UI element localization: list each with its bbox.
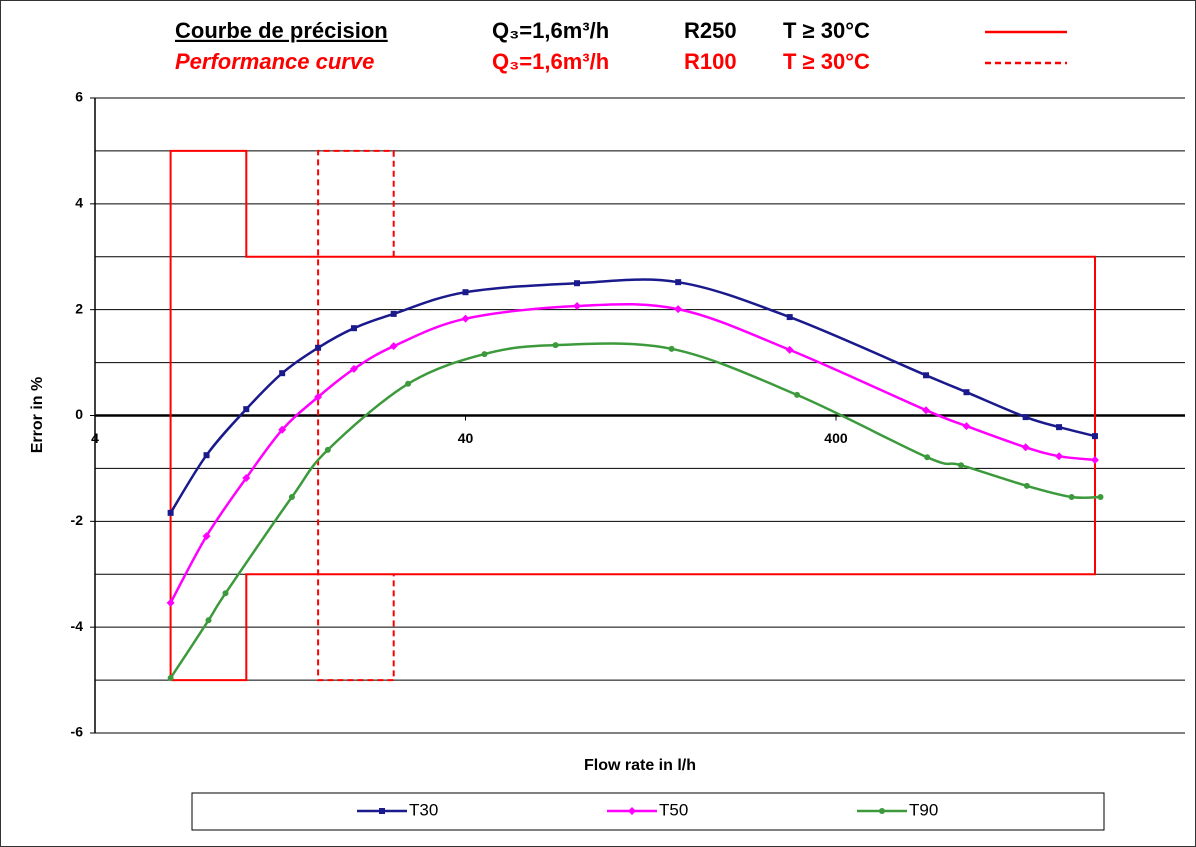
point xyxy=(203,452,210,459)
point xyxy=(628,807,636,815)
point xyxy=(552,342,559,349)
legend-label: T90 xyxy=(909,800,938,819)
point xyxy=(379,808,385,814)
point xyxy=(1021,443,1030,452)
x-tick-label: 4 xyxy=(91,430,99,446)
point xyxy=(314,392,323,401)
header-title: Courbe de précision xyxy=(175,18,388,43)
header-flow: Q₃=1,6m³/h xyxy=(492,18,609,43)
y-tick-label: 0 xyxy=(75,406,83,422)
point xyxy=(350,325,357,332)
point xyxy=(962,422,971,431)
point xyxy=(324,446,331,453)
point xyxy=(786,314,793,321)
point xyxy=(1022,414,1029,421)
point xyxy=(1023,482,1030,489)
point xyxy=(167,509,174,516)
point xyxy=(794,391,801,398)
point xyxy=(167,674,174,681)
point xyxy=(349,364,358,373)
point xyxy=(1055,452,1064,461)
point xyxy=(958,462,965,469)
point xyxy=(202,532,211,541)
y-tick-label: 4 xyxy=(75,195,83,211)
x-tick-label: 400 xyxy=(824,430,848,446)
series-line xyxy=(169,302,1096,604)
y-tick-label: 2 xyxy=(75,300,83,316)
point xyxy=(278,425,287,434)
point xyxy=(481,351,488,358)
point xyxy=(785,345,794,354)
point xyxy=(1090,455,1099,464)
point xyxy=(923,372,930,379)
point xyxy=(222,590,229,597)
legend-label: T50 xyxy=(659,800,688,819)
point xyxy=(389,342,398,351)
header-temperature: T ≥ 30°C xyxy=(783,18,870,43)
point xyxy=(461,314,470,323)
point xyxy=(879,808,885,814)
header-title: Performance curve xyxy=(175,49,374,74)
point xyxy=(574,280,581,287)
point xyxy=(242,473,251,482)
series-line xyxy=(169,278,1096,514)
point xyxy=(390,310,397,317)
point xyxy=(674,305,683,314)
legend-label: T30 xyxy=(409,800,438,819)
header-temperature: T ≥ 30°C xyxy=(783,49,870,74)
point xyxy=(1056,424,1063,431)
point xyxy=(166,598,175,607)
point xyxy=(243,406,250,413)
tolerance-envelope xyxy=(169,149,1096,682)
header-ratio: R250 xyxy=(684,18,737,43)
point xyxy=(462,289,469,296)
point xyxy=(279,370,286,377)
point xyxy=(1068,493,1075,500)
point xyxy=(1097,493,1104,500)
y-tick-label: -4 xyxy=(71,618,84,634)
y-tick-label: -6 xyxy=(71,724,84,740)
point xyxy=(1091,433,1098,440)
point xyxy=(315,344,322,351)
point xyxy=(963,389,970,396)
point xyxy=(288,493,295,500)
series-line xyxy=(169,342,1101,679)
point xyxy=(573,301,582,310)
y-tick-label: -2 xyxy=(71,512,84,528)
point xyxy=(675,279,682,286)
x-tick-label: 40 xyxy=(458,430,474,446)
x-axis-label: Flow rate in l/h xyxy=(584,757,696,774)
header-ratio: R100 xyxy=(684,49,737,74)
legend-box xyxy=(191,792,1105,831)
y-axis-label: Error in % xyxy=(29,377,46,453)
point xyxy=(924,454,931,461)
header-flow: Q₃=1,6m³/h xyxy=(492,49,609,74)
tolerance-envelope xyxy=(317,149,395,682)
point xyxy=(205,617,212,624)
point xyxy=(922,406,931,415)
point xyxy=(405,380,412,387)
y-tick-label: 6 xyxy=(75,89,83,105)
point xyxy=(668,345,675,352)
